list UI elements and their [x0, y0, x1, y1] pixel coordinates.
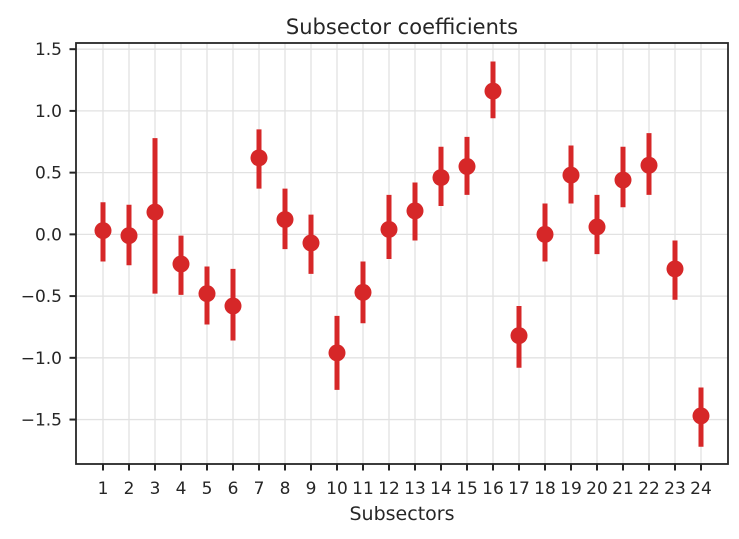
- x-tick-label: 4: [176, 479, 187, 499]
- x-tick-label: 21: [612, 479, 634, 499]
- data-point: [146, 203, 164, 221]
- x-tick-label: 15: [456, 479, 478, 499]
- data-point: [510, 327, 528, 345]
- x-tick-label: 23: [664, 479, 686, 499]
- x-axis-label: Subsectors: [350, 503, 455, 525]
- data-point: [692, 407, 710, 425]
- x-tick-label: 20: [586, 479, 608, 499]
- x-tick-label: 17: [508, 479, 530, 499]
- data-point: [250, 149, 268, 167]
- data-point: [172, 255, 190, 273]
- y-tick-label: 1.0: [35, 102, 62, 122]
- data-point: [354, 283, 372, 301]
- data-point: [328, 344, 346, 362]
- x-tick-label: 6: [228, 479, 239, 499]
- data-point: [536, 225, 554, 243]
- data-point: [588, 218, 606, 236]
- x-tick-label: 22: [638, 479, 660, 499]
- x-tick-label: 7: [254, 479, 265, 499]
- x-tick-label: 3: [150, 479, 161, 499]
- data-point: [406, 202, 424, 220]
- x-tick-label: 16: [482, 479, 504, 499]
- x-tick-label: 8: [280, 479, 291, 499]
- data-point: [380, 220, 398, 238]
- x-tick-label: 13: [404, 479, 426, 499]
- data-point: [666, 260, 684, 278]
- x-tick-label: 1: [98, 479, 109, 499]
- axes-layer: 1 2 3 4 5 6 7 8 9 10 11 12 13 14 15 16 17 18 19 20 21 22 23 24−…: [21, 40, 712, 499]
- y-tick-label: 0.0: [35, 225, 62, 245]
- data-point: [614, 171, 632, 189]
- x-tick-label: 2: [124, 479, 135, 499]
- data-point: [302, 234, 320, 252]
- x-tick-label: 18: [534, 479, 556, 499]
- data-point: [640, 156, 658, 174]
- data-point: [198, 285, 216, 303]
- data-point: [432, 169, 450, 187]
- y-tick-label: −0.5: [21, 287, 62, 307]
- x-tick-label: 19: [560, 479, 582, 499]
- y-tick-label: 0.5: [35, 164, 62, 184]
- series-coefficients: [94, 61, 710, 447]
- data-point: [458, 157, 476, 175]
- grid-layer: [76, 43, 728, 464]
- x-tick-label: 5: [202, 479, 213, 499]
- x-tick-label: 11: [352, 479, 374, 499]
- data-point: [276, 211, 294, 229]
- x-tick-label: 14: [430, 479, 452, 499]
- y-tick-label: −1.5: [21, 411, 62, 431]
- data-point: [94, 222, 112, 240]
- x-tick-label: 12: [378, 479, 400, 499]
- y-tick-label: −1.0: [21, 349, 62, 369]
- y-tick-label: 1.5: [35, 40, 62, 60]
- x-tick-label: 10: [326, 479, 348, 499]
- chart-title: Subsector coefficients: [286, 15, 518, 39]
- x-tick-label: 24: [690, 479, 712, 499]
- plot-frame: [75, 42, 729, 465]
- data-point: [562, 166, 580, 184]
- data-point: [224, 297, 242, 315]
- data-point: [484, 82, 502, 100]
- x-tick-label: 9: [306, 479, 317, 499]
- data-point: [120, 227, 138, 245]
